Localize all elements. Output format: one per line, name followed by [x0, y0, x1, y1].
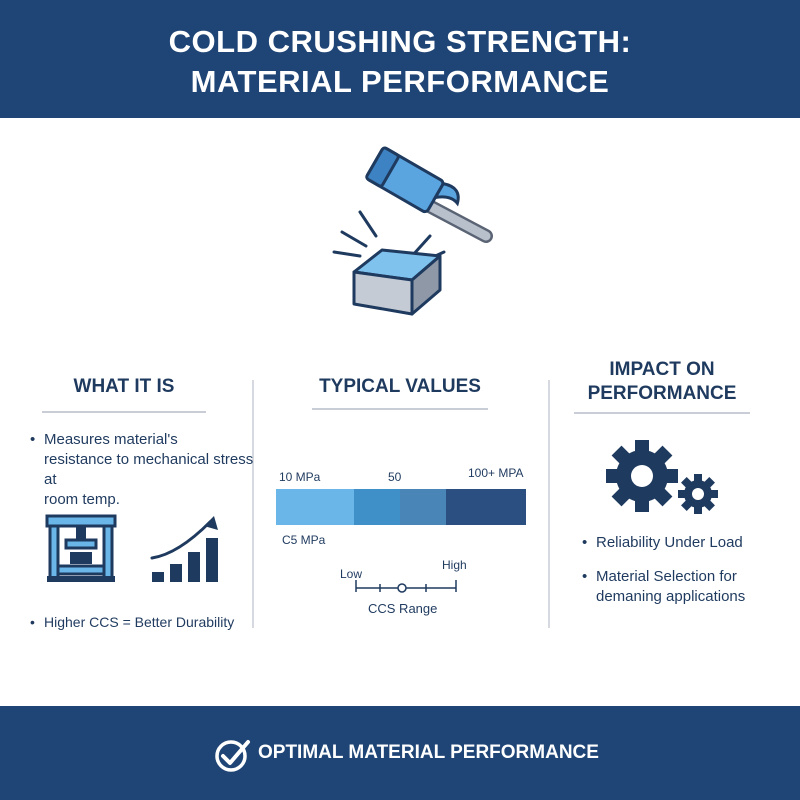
description-line-2: resistance to mechanical stress at — [44, 451, 254, 488]
divider-left — [252, 380, 254, 628]
durability-note: Higher CCS = Better Durability — [44, 612, 264, 632]
bar-segment-4 — [446, 489, 526, 525]
bar-segment-2 — [354, 489, 400, 525]
footer-text: OPTIMAL MATERIAL PERFORMANCE — [258, 742, 599, 763]
gears-icon — [606, 440, 718, 514]
typical-values-rule — [312, 408, 488, 410]
bar-label-right: 100+ MPA — [468, 466, 524, 480]
bar-segment-3 — [400, 489, 446, 525]
impact-item-2: Material Selection for demaning applicat… — [596, 567, 786, 607]
impact-title-line-2: PERFORMANCE — [587, 383, 737, 404]
range-caption: CCS Range — [368, 601, 438, 616]
impact-item-1: Reliability Under Load — [596, 533, 786, 553]
check-circle-icon — [215, 740, 250, 772]
header-banner: COLD CRUSHING STRENGTH: MATERIAL PERFORM… — [0, 0, 800, 118]
description-line-1: Measures material's — [44, 430, 264, 450]
impact-item-1-text: Reliability Under Load — [596, 533, 786, 553]
title-line-2: MATERIAL PERFORMANCE — [190, 64, 610, 99]
range-high-label: High — [442, 558, 467, 572]
title-line-1: COLD CRUSHING STRENGTH: — [168, 24, 632, 59]
what-it-is-description: Measures material's resistance to mechan… — [44, 430, 264, 510]
bar-label-below: C5 MPa — [282, 533, 326, 547]
bar-label-middle: 50 — [388, 470, 402, 484]
impact-title-line-1: IMPACT ON — [609, 359, 715, 380]
footer-banner: OPTIMAL MATERIAL PERFORMANCE — [0, 706, 800, 800]
divider-right — [548, 380, 550, 628]
hammer-on-block-icon — [332, 146, 493, 316]
impact-item-2-line-2: demaning applications — [596, 588, 746, 605]
values-bar — [276, 489, 526, 525]
range-low-label: Low — [340, 567, 363, 581]
what-it-is-rule — [42, 411, 206, 413]
typical-values-title: TYPICAL VALUES — [319, 376, 481, 397]
range-scale — [355, 580, 457, 593]
durability-note-text: Higher CCS = Better Durability — [44, 614, 234, 630]
what-it-is-title: WHAT IT IS — [73, 376, 175, 397]
rising-bar-chart-icon — [150, 516, 218, 582]
impact-rule — [574, 412, 750, 414]
hydraulic-press-icon — [45, 514, 117, 582]
bar-segment-1 — [276, 489, 354, 525]
bar-label-left: 10 MPa — [279, 470, 321, 484]
impact-title: IMPACT ON PERFORMANCE — [574, 358, 750, 406]
impact-item-2-line-1: Material Selection for — [596, 567, 786, 587]
description-line-3: room temp. — [44, 491, 120, 508]
